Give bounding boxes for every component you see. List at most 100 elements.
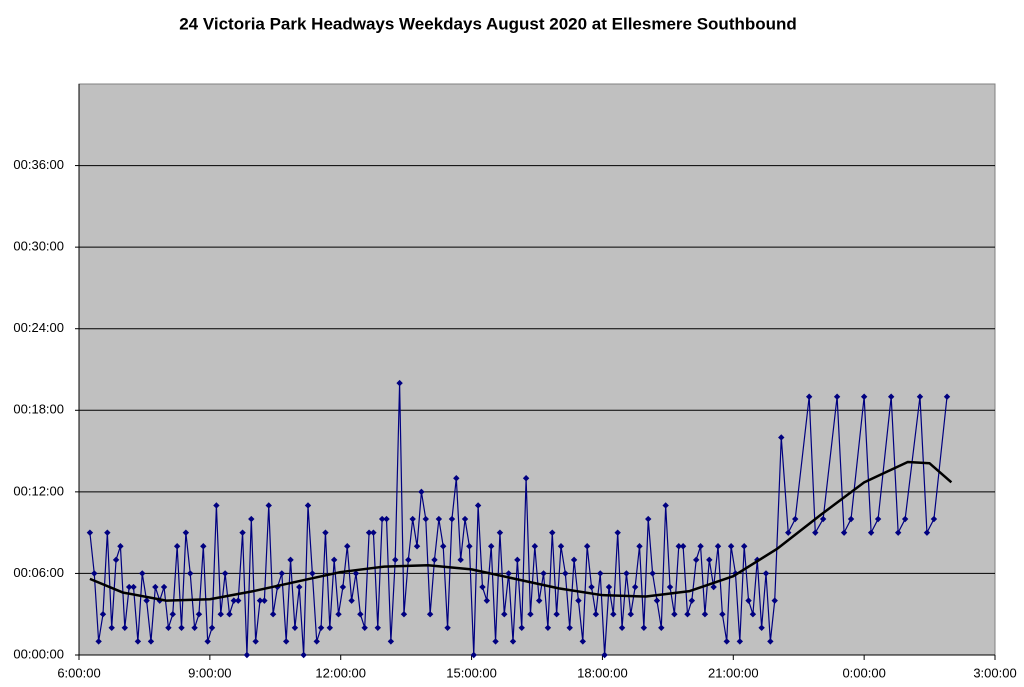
data-point bbox=[313, 638, 320, 645]
data-point bbox=[706, 556, 713, 564]
x-tick-label: 21:00:00 bbox=[708, 665, 759, 680]
data-point bbox=[457, 556, 464, 564]
data-point bbox=[645, 515, 652, 523]
data-point bbox=[549, 529, 556, 536]
data-point bbox=[243, 651, 251, 659]
trend-line bbox=[89, 460, 953, 602]
data-point bbox=[916, 393, 924, 400]
y-tick-label: 00:24:00 bbox=[13, 320, 64, 335]
data-point bbox=[339, 583, 347, 591]
x-tick-label: 3:00:00 bbox=[973, 665, 1016, 680]
data-point bbox=[383, 515, 390, 523]
data-point bbox=[117, 543, 124, 550]
data-point bbox=[588, 583, 595, 591]
data-point bbox=[453, 475, 460, 482]
data-point bbox=[618, 624, 626, 632]
y-tick-label: 00:12:00 bbox=[13, 483, 64, 498]
data-point bbox=[693, 556, 700, 564]
data-point bbox=[653, 597, 661, 604]
data-point bbox=[278, 570, 286, 577]
data-point bbox=[235, 597, 242, 604]
data-point bbox=[335, 611, 342, 618]
data-point bbox=[396, 379, 403, 387]
data-point bbox=[479, 583, 486, 591]
data-point bbox=[805, 393, 813, 400]
data-point bbox=[505, 570, 512, 577]
data-point bbox=[444, 624, 451, 632]
data-point bbox=[300, 651, 307, 659]
data-point bbox=[614, 529, 621, 536]
data-point bbox=[230, 597, 238, 604]
data-point bbox=[627, 611, 634, 618]
data-point bbox=[265, 502, 272, 509]
data-point bbox=[322, 529, 329, 536]
data-point bbox=[365, 529, 373, 536]
data-point bbox=[671, 611, 678, 618]
data-point bbox=[544, 624, 552, 632]
data-point bbox=[847, 515, 855, 523]
data-point bbox=[522, 475, 530, 482]
data-point bbox=[778, 434, 785, 441]
x-tick-label: 15:00:00 bbox=[446, 665, 497, 680]
data-point bbox=[874, 515, 882, 523]
data-point bbox=[121, 624, 128, 632]
data-point bbox=[326, 624, 334, 632]
data-point bbox=[723, 638, 730, 645]
data-point bbox=[649, 570, 656, 577]
x-tick-label: 6:00:00 bbox=[57, 665, 100, 680]
data-point bbox=[792, 515, 799, 523]
data-point bbox=[758, 624, 765, 632]
data-point bbox=[688, 597, 696, 604]
data-point bbox=[405, 556, 412, 564]
data-point bbox=[923, 529, 931, 536]
x-tick-label: 9:00:00 bbox=[188, 665, 231, 680]
data-point bbox=[727, 543, 735, 550]
data-point bbox=[309, 570, 316, 577]
data-point bbox=[697, 543, 704, 550]
data-point bbox=[762, 570, 770, 577]
data-point bbox=[435, 515, 443, 523]
y-tick-label: 00:30:00 bbox=[13, 239, 64, 254]
data-point bbox=[160, 583, 168, 591]
data-point bbox=[557, 543, 565, 550]
data-point bbox=[488, 543, 495, 550]
data-point bbox=[187, 570, 194, 577]
data-point bbox=[440, 543, 447, 550]
data-point bbox=[527, 611, 534, 618]
data-point bbox=[719, 611, 726, 618]
x-tick-label: 12:00:00 bbox=[315, 665, 366, 680]
data-point bbox=[108, 624, 115, 632]
data-point bbox=[466, 543, 473, 550]
data-point bbox=[583, 543, 591, 550]
data-point bbox=[400, 611, 408, 618]
data-point bbox=[91, 570, 98, 577]
data-point bbox=[860, 393, 868, 400]
data-point bbox=[130, 583, 137, 591]
data-point bbox=[134, 638, 142, 645]
data-point bbox=[492, 638, 499, 645]
data-point bbox=[409, 515, 416, 523]
data-point bbox=[867, 529, 875, 536]
y-tick-label: 00:00:00 bbox=[13, 646, 64, 661]
data-point bbox=[785, 529, 792, 536]
data-point bbox=[217, 611, 224, 618]
y-tick-label: 00:36:00 bbox=[13, 157, 64, 172]
data-point bbox=[666, 583, 674, 591]
data-point bbox=[812, 529, 819, 536]
data-point bbox=[256, 597, 264, 604]
data-point bbox=[195, 611, 203, 618]
data-point bbox=[200, 543, 207, 550]
data-point bbox=[714, 543, 722, 550]
data-point bbox=[684, 611, 691, 618]
data-point bbox=[562, 570, 569, 577]
data-point bbox=[740, 543, 748, 550]
data-point bbox=[378, 515, 386, 523]
data-point bbox=[344, 543, 351, 550]
data-point bbox=[204, 638, 211, 645]
data-point bbox=[771, 597, 778, 604]
data-point bbox=[348, 597, 355, 604]
data-point bbox=[496, 529, 504, 536]
data-point bbox=[143, 597, 150, 604]
data-point bbox=[392, 556, 399, 564]
data-point bbox=[658, 624, 665, 632]
